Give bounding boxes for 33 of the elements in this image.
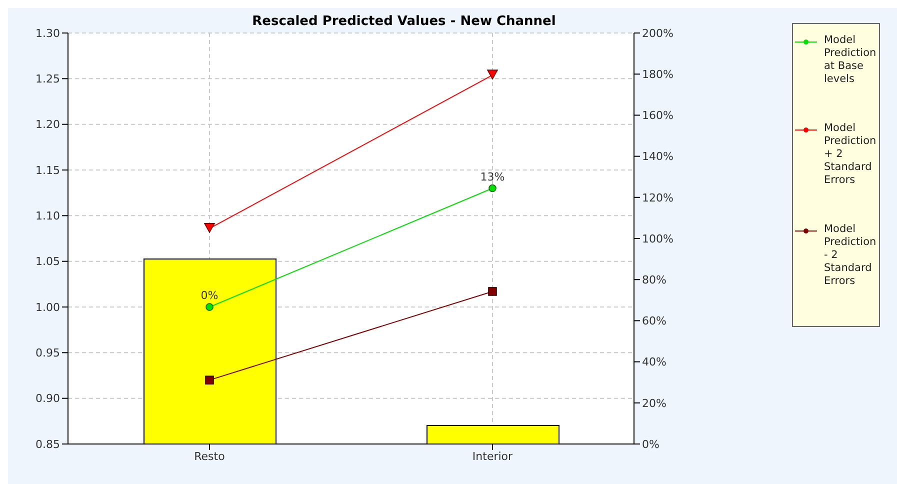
chart-title: Rescaled Predicted Values - New Channel xyxy=(252,14,556,29)
y-tick-label: 1.25 xyxy=(36,72,60,86)
point xyxy=(205,376,214,384)
legend-label: Model Prediction - 2 Standard Errors xyxy=(824,223,877,288)
y-tick-label: 0.90 xyxy=(36,392,60,406)
y2-tick-label: 40% xyxy=(642,356,666,369)
y-tick-label: 1.30 xyxy=(36,26,60,40)
annotation: 0% xyxy=(200,289,218,302)
y-tick-label: 1.20 xyxy=(36,118,60,132)
legend-label: Model Prediction at Base levels xyxy=(824,34,877,86)
point xyxy=(488,287,497,296)
y2-tick-label: 160% xyxy=(642,109,674,122)
y2-tick-label: 180% xyxy=(642,68,674,82)
y2-tick-label: 140% xyxy=(642,150,674,164)
y-tick-label: 0.85 xyxy=(36,438,60,451)
annotation: 13% xyxy=(480,170,505,184)
y-tick-label: 1.10 xyxy=(36,210,60,223)
y-tick-label: 0.95 xyxy=(36,346,60,360)
y-tick-label: 1.00 xyxy=(36,300,60,314)
y2-tick-label: 20% xyxy=(642,396,666,410)
x-tick-label: Resto xyxy=(194,450,226,463)
point xyxy=(488,184,496,192)
y2-tick-label: 120% xyxy=(642,191,674,204)
x-tick-label: Interior xyxy=(472,450,514,463)
point xyxy=(206,303,214,311)
y2-tick-label: 100% xyxy=(642,232,674,246)
y2-tick-label: 60% xyxy=(642,314,666,328)
y2-tick-label: 80% xyxy=(642,274,666,287)
y2-tick-label: 0% xyxy=(642,438,660,451)
legend-label: Model Prediction + 2 Standard Errors xyxy=(824,122,877,187)
y2-tick-label: 200% xyxy=(642,26,674,40)
y-tick-label: 1.05 xyxy=(36,255,60,268)
y-tick-label: 1.15 xyxy=(36,164,60,177)
